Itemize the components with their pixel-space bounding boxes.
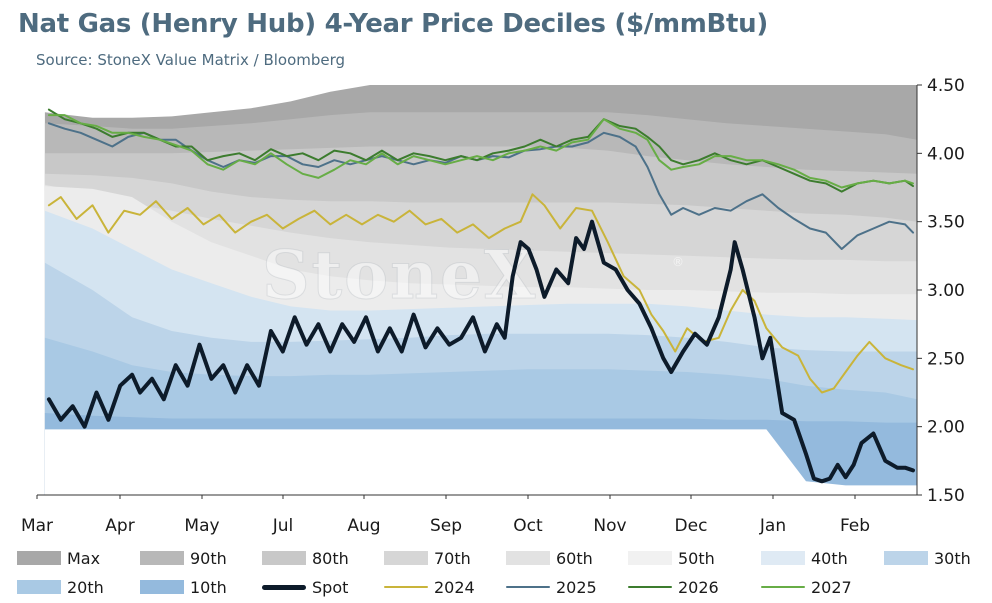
legend-label: 30th — [934, 548, 971, 568]
x-tick-label: Jul — [272, 516, 294, 536]
chart-title: Nat Gas (Henry Hub) 4-Year Price Deciles… — [18, 9, 768, 39]
legend-label: 40th — [811, 548, 848, 568]
legend-item-40th: 40th — [761, 547, 848, 569]
y-tick-label: 2.00 — [927, 418, 965, 438]
legend-label: 2025 — [556, 577, 597, 597]
legend-label: Spot — [312, 577, 349, 597]
legend-key-40th — [761, 551, 805, 565]
x-tick-label: Apr — [105, 516, 134, 536]
legend-key-90th — [140, 551, 184, 565]
legend-key-30th — [884, 551, 928, 565]
legend-item-50th: 50th — [628, 547, 715, 569]
legend-label: 60th — [556, 548, 593, 568]
legend-key-2026 — [628, 586, 672, 588]
chart-legend: Max 90th 80th 70th 60th 50th 40th 30th 20th 10th S… — [0, 546, 992, 603]
y-tick-label: 4.00 — [927, 144, 965, 164]
legend-item-70th: 70th — [384, 547, 471, 569]
x-tick-label: Jan — [759, 516, 786, 536]
legend-item-2027: 2027 — [761, 576, 852, 598]
y-tick-label: 3.50 — [927, 213, 965, 233]
legend-key-spot — [262, 584, 306, 590]
legend-item-spot: Spot — [262, 576, 348, 598]
x-tick-label: Aug — [347, 516, 380, 536]
band-min — [44, 429, 917, 495]
series-2026 — [47, 108, 914, 193]
legend-item-2024: 2024 — [384, 576, 475, 598]
chart-subtitle: Source: StoneX Value Matrix / Bloomberg — [36, 51, 346, 69]
legend-item-2025: 2025 — [506, 576, 597, 598]
legend-label: 2027 — [811, 577, 852, 597]
plot-area: StoneX ® — [44, 85, 917, 495]
x-tick-label: Feb — [840, 516, 870, 536]
legend-label: 80th — [312, 548, 349, 568]
legend-key-20th — [17, 580, 61, 594]
series-2024 — [47, 193, 914, 394]
y-tick-label: 4.50 — [927, 76, 965, 96]
legend-label: 2024 — [434, 577, 475, 597]
x-tick-label: Dec — [675, 516, 708, 536]
legend-item-80th: 80th — [262, 547, 349, 569]
series-spot — [46, 219, 915, 484]
x-tick-label: Mar — [21, 516, 53, 536]
y-tick-label: 1.50 — [927, 486, 965, 506]
watermark: StoneX — [262, 236, 537, 314]
legend-key-2025 — [506, 586, 550, 588]
x-tick-label: Sep — [430, 516, 462, 536]
legend-key-70th — [384, 551, 428, 565]
legend-key-10th — [140, 580, 184, 594]
x-tick-label: Nov — [593, 516, 626, 536]
series-2027 — [47, 114, 914, 189]
series-2025 — [47, 122, 914, 250]
legend-item-20th: 20th — [17, 576, 104, 598]
legend-item-30th: 30th — [884, 547, 971, 569]
legend-item-60th: 60th — [506, 547, 593, 569]
legend-item-10th: 10th — [140, 576, 227, 598]
x-tick-label: Oct — [513, 516, 543, 536]
legend-key-max — [17, 551, 61, 565]
legend-label: 2026 — [678, 577, 719, 597]
y-tick-label: 3.00 — [927, 281, 965, 301]
chart-plot: StoneX ® 4.50 4.00 3.50 3.00 2.50 2.00 1.50 Mar Ap… — [21, 76, 965, 536]
watermark-mark: ® — [672, 255, 684, 269]
legend-label: Max — [67, 548, 101, 568]
legend-item-2026: 2026 — [628, 576, 719, 598]
legend-key-2024 — [384, 586, 428, 588]
legend-label: 70th — [434, 548, 471, 568]
legend-label: 90th — [190, 548, 227, 568]
legend-label: 20th — [67, 577, 104, 597]
legend-key-50th — [628, 551, 672, 565]
legend-key-2027 — [761, 586, 805, 588]
legend-label: 10th — [190, 577, 227, 597]
legend-item-90th: 90th — [140, 547, 227, 569]
legend-item-max: Max — [17, 547, 100, 569]
legend-label: 50th — [678, 548, 715, 568]
legend-key-60th — [506, 551, 550, 565]
legend-key-80th — [262, 551, 306, 565]
x-tick-label: May — [184, 516, 219, 536]
y-tick-label: 2.50 — [927, 349, 965, 369]
